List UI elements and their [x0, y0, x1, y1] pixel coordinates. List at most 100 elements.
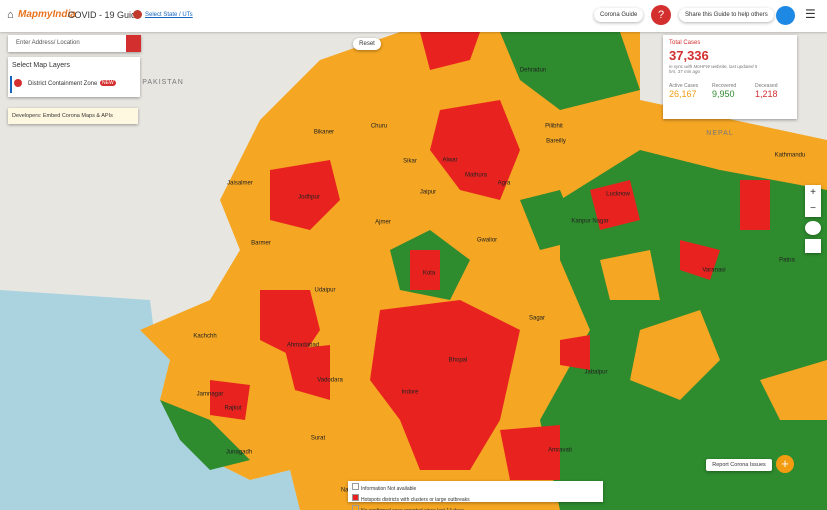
- map-label: Ahmadabad: [287, 343, 319, 349]
- region-green: [500, 32, 640, 110]
- map-label: Jaisalmer: [227, 181, 253, 187]
- stats-total: 37,336: [669, 48, 709, 63]
- map-label: Pilibhit: [545, 124, 563, 130]
- fullscreen-button[interactable]: [805, 239, 821, 253]
- map-label: Indore: [401, 390, 419, 396]
- stat-value: 9,950: [712, 89, 735, 99]
- stats-note: in sync with MoHFW website, last updated…: [669, 64, 758, 74]
- search-placeholder: Enter Address/ Location: [16, 40, 80, 46]
- region-red: [370, 300, 520, 470]
- map-label: Agra: [498, 181, 511, 187]
- stat-value: 26,167: [669, 89, 697, 99]
- region-red: [560, 335, 590, 370]
- legend-swatch: [352, 505, 359, 510]
- report-fab[interactable]: +: [776, 455, 794, 473]
- legend-swatch: [352, 483, 359, 490]
- map-label: Sagar: [529, 316, 545, 322]
- map-label: Dehradun: [520, 68, 546, 74]
- zoom-control[interactable]: + −: [805, 185, 821, 217]
- region-red: [285, 345, 330, 400]
- map-label: Amravati: [548, 448, 572, 454]
- region-red: [420, 32, 480, 70]
- region-orange: [630, 310, 720, 400]
- logo[interactable]: MapmyIndia: [18, 9, 76, 20]
- map-label: Sikar: [403, 159, 417, 165]
- report-button[interactable]: Report Corona Issues: [706, 459, 772, 471]
- home-icon[interactable]: ⌂: [7, 9, 14, 21]
- map-label: Jamnagar: [197, 392, 224, 398]
- region-red: [500, 425, 560, 480]
- title: COVID - 19 Guide: [68, 10, 142, 20]
- region-red: [410, 250, 440, 290]
- layer-item[interactable]: District Containment Zone: [28, 81, 98, 87]
- map-label: Lucknow: [606, 192, 630, 198]
- new-badge: NEW: [100, 80, 116, 86]
- search-box[interactable]: Enter Address/ Location: [8, 35, 141, 52]
- map-label: Rajkot: [224, 406, 241, 412]
- region-red: [430, 100, 520, 200]
- stat-label: Active Cases: [669, 83, 699, 89]
- region-orange: [600, 250, 660, 300]
- map-label: Patna: [779, 258, 795, 264]
- help-button[interactable]: ?: [651, 5, 671, 25]
- reset-button[interactable]: Reset: [353, 38, 381, 50]
- search-button[interactable]: [126, 35, 141, 52]
- legend: Information Not available Hotspots distri…: [348, 481, 603, 510]
- map-label: Udaipur: [314, 288, 335, 294]
- legend-text: Hotspots districts with clusters or larg…: [361, 497, 470, 503]
- stat-item: Deceased 1,218: [755, 83, 795, 99]
- map-label: Kota: [423, 271, 436, 277]
- guide-button[interactable]: Corona Guide: [594, 8, 643, 22]
- legend-item: Hotspots districts with clusters or larg…: [352, 494, 502, 503]
- locate-button[interactable]: [805, 221, 821, 235]
- layers-panel: Select Map Layers District Containment Z…: [8, 57, 140, 97]
- map-label: Ajmer: [375, 220, 391, 226]
- map-label: Surat: [311, 436, 326, 442]
- stats-title: Total Cases: [669, 40, 701, 46]
- share-button[interactable]: Share this Guide to help others: [679, 8, 774, 22]
- active-bar: [10, 76, 12, 93]
- map-label: Kachchh: [193, 334, 216, 340]
- map-labels: PAKISTAN NEPAL Kathmandu Jaisalmer Bikaner Jo…: [142, 68, 805, 494]
- stat-item: Active Cases 26,167: [669, 83, 709, 99]
- layer-icon: [14, 79, 22, 87]
- sea: [0, 290, 300, 510]
- map-label: Bareilly: [546, 139, 566, 145]
- share-icon[interactable]: [776, 6, 795, 25]
- stats-card: Total Cases 37,336 in sync with MoHFW we…: [663, 35, 797, 119]
- map-label: Bhopal: [449, 358, 468, 364]
- region-red: [270, 160, 340, 230]
- region-red: [590, 180, 640, 230]
- legend-text: Information Not available: [361, 486, 417, 492]
- map-label: Barmer: [251, 241, 271, 247]
- map-label: Alwar: [442, 158, 457, 164]
- developer-note[interactable]: Developers: Embed Corona Maps & APIs: [8, 108, 138, 124]
- menu-icon[interactable]: ☰: [805, 7, 816, 21]
- region-red: [210, 380, 250, 420]
- legend-swatch: [352, 494, 359, 501]
- map-label: Varanasi: [702, 268, 725, 274]
- map-label: PAKISTAN: [142, 79, 184, 86]
- map-controls: + −: [805, 185, 821, 253]
- developer-text: Developers: Embed Corona Maps & APIs: [12, 113, 113, 119]
- map-label: Vadodara: [317, 378, 343, 384]
- state-link[interactable]: Select State / UTs: [145, 12, 193, 18]
- map-label: Junagadh: [226, 450, 252, 456]
- stat-value: 1,218: [755, 89, 778, 99]
- map-label: NEPAL: [706, 130, 733, 137]
- layers-title: Select Map Layers: [12, 62, 70, 69]
- region-orange: [760, 360, 827, 420]
- stat-label: Recovered: [712, 83, 737, 89]
- map-label: Churu: [371, 124, 387, 130]
- map-label: Jabalpur: [584, 370, 607, 376]
- region-red: [260, 290, 320, 360]
- stat-label: Deceased: [755, 83, 778, 89]
- region-red: [680, 240, 720, 280]
- legend-text: No confirmed case reported since last 14…: [361, 508, 464, 510]
- map-label: Kanpur Nagar: [571, 219, 608, 225]
- stat-item: Recovered 9,950: [712, 83, 752, 99]
- map-label: Gwalior: [477, 238, 497, 244]
- header: ⌂ MapmyIndia COVID - 19 Guide Select Sta…: [0, 0, 827, 32]
- map-label: Jodhpur: [298, 195, 320, 201]
